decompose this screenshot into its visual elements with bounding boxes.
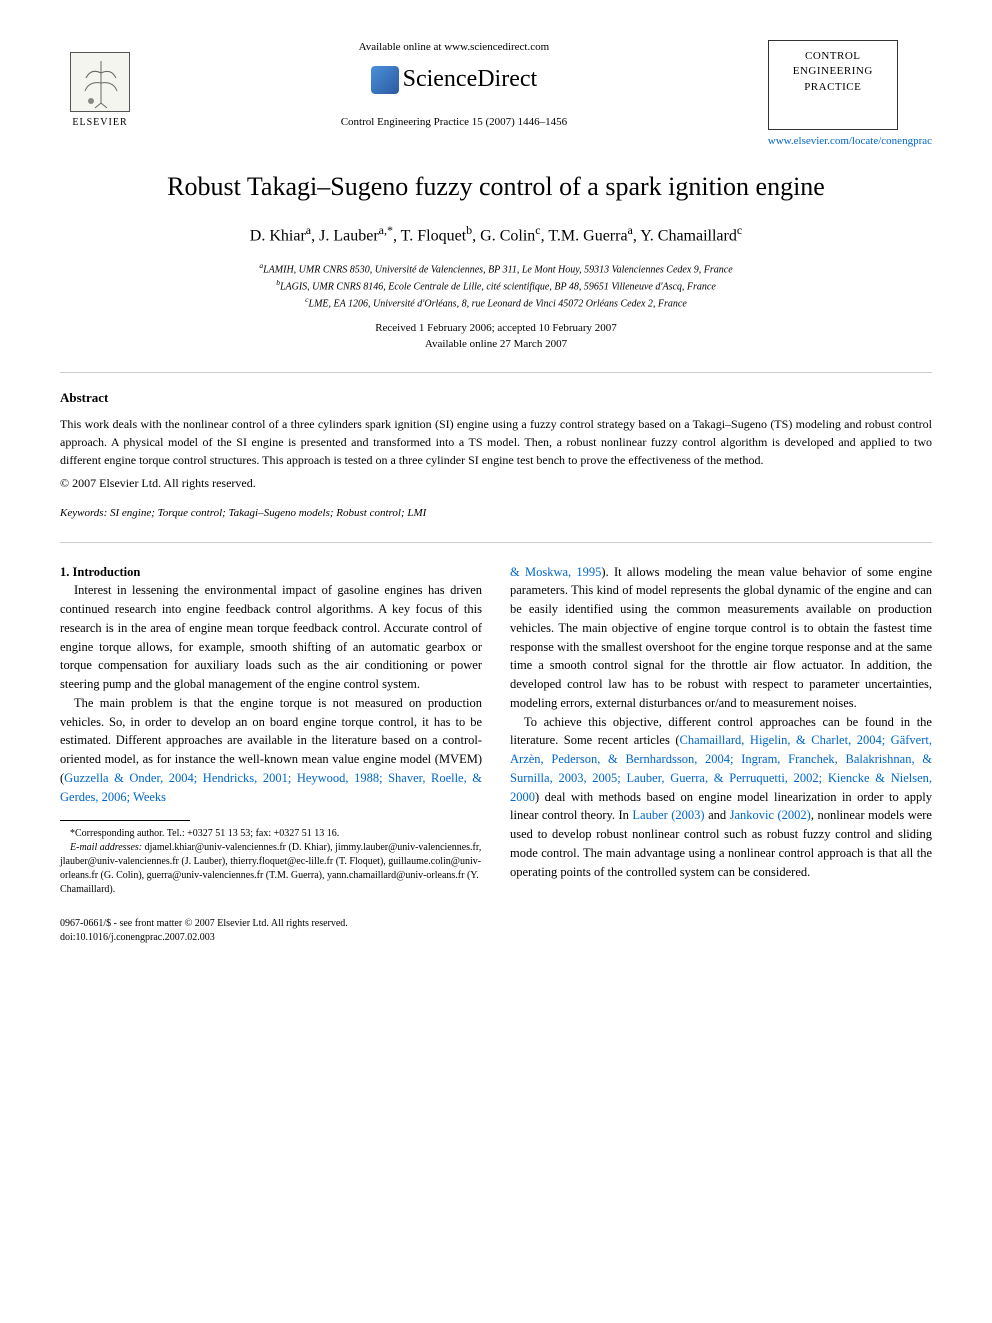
footer-line1: 0967-0661/$ - see front matter © 2007 El…: [60, 917, 932, 931]
dates: Received 1 February 2006; accepted 10 Fe…: [60, 321, 932, 352]
elsevier-logo: ELSEVIER: [60, 40, 140, 130]
sciencedirect-text: ScienceDirect: [403, 63, 538, 97]
body-columns: 1. Introduction Interest in lessening th…: [60, 563, 932, 898]
col2-para1: & Moskwa, 1995). It allows modeling the …: [510, 563, 932, 713]
elsevier-label: ELSEVIER: [72, 116, 127, 130]
keywords-text: SI engine; Torque control; Takagi–Sugeno…: [110, 507, 426, 519]
elsevier-tree-icon: [70, 52, 130, 112]
center-header: Available online at www.sciencedirect.co…: [140, 40, 768, 130]
journal-reference: Control Engineering Practice 15 (2007) 1…: [140, 115, 768, 130]
affiliation-b: bLAGIS, UMR CNRS 8146, Ecole Centrale de…: [60, 277, 932, 294]
keywords: Keywords: SI engine; Torque control; Tak…: [60, 506, 932, 521]
received-date: Received 1 February 2006; accepted 10 Fe…: [60, 321, 932, 336]
online-date: Available online 27 March 2007: [60, 337, 932, 352]
sciencedirect-icon: [371, 66, 399, 94]
footnotes: *Corresponding author. Tel.: +0327 51 13…: [60, 827, 482, 897]
keywords-label: Keywords:: [60, 507, 107, 519]
footnote-divider: [60, 820, 190, 821]
email-addresses: E-mail addresses: djamel.khiar@univ-vale…: [60, 841, 482, 897]
col1-para2: The main problem is that the engine torq…: [60, 694, 482, 807]
col1-para1: Interest in lessening the environmental …: [60, 581, 482, 694]
sciencedirect-brand: ScienceDirect: [140, 63, 768, 97]
abstract-copyright: © 2007 Elsevier Ltd. All rights reserved…: [60, 475, 932, 492]
journal-box: CONTROL ENGINEERING PRACTICE: [768, 40, 898, 130]
column-right: & Moskwa, 1995). It allows modeling the …: [510, 563, 932, 898]
footer-line2: doi:10.1016/j.conengprac.2007.02.003: [60, 931, 932, 945]
abstract-text: This work deals with the nonlinear contr…: [60, 415, 932, 469]
col2-para2: To achieve this objective, different con…: [510, 713, 932, 882]
divider-bottom: [60, 542, 932, 543]
header-row: ELSEVIER Available online at www.science…: [60, 40, 932, 149]
section-1-heading: 1. Introduction: [60, 563, 482, 582]
affiliation-a: aLAMIH, UMR CNRS 8530, Université de Val…: [60, 260, 932, 277]
available-online-text: Available online at www.sciencedirect.co…: [140, 40, 768, 55]
journal-box-wrap: CONTROL ENGINEERING PRACTICE www.elsevie…: [768, 40, 932, 149]
corresponding-author: *Corresponding author. Tel.: +0327 51 13…: [60, 827, 482, 841]
column-left: 1. Introduction Interest in lessening th…: [60, 563, 482, 898]
footer: 0967-0661/$ - see front matter © 2007 El…: [60, 917, 932, 945]
affiliation-c: cLME, EA 1206, Université d'Orléans, 8, …: [60, 294, 932, 311]
journal-box-line2: PRACTICE: [773, 80, 893, 95]
journal-box-line1: CONTROL ENGINEERING: [773, 49, 893, 80]
divider-top: [60, 372, 932, 373]
affiliations: aLAMIH, UMR CNRS 8530, Université de Val…: [60, 260, 932, 312]
authors-line: D. Khiara, J. Laubera,*, T. Floquetb, G.…: [60, 222, 932, 248]
paper-title: Robust Takagi–Sugeno fuzzy control of a …: [60, 169, 932, 205]
journal-link[interactable]: www.elsevier.com/locate/conengprac: [768, 134, 932, 149]
journal-link-text[interactable]: www.elsevier.com/locate/conengprac: [768, 135, 932, 147]
abstract-heading: Abstract: [60, 389, 932, 407]
